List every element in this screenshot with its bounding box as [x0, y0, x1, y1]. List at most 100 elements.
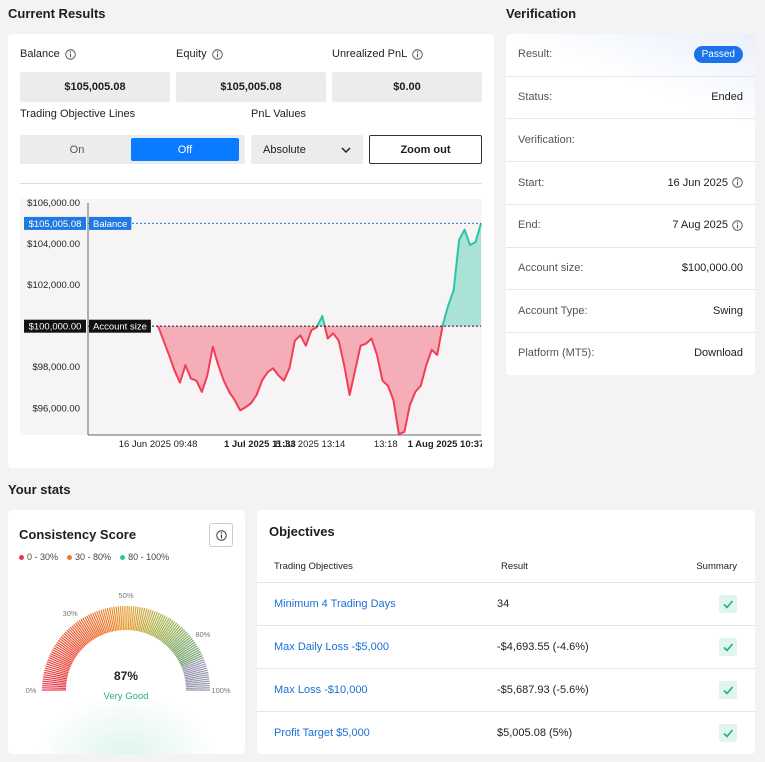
row-value-text: $100,000.00 [681, 262, 743, 274]
gauge-segment [183, 665, 207, 674]
info-icon [215, 529, 227, 541]
x-tick-label: 1 Jul 2025 11:33 [224, 439, 296, 450]
info-ring [65, 48, 76, 60]
verification-row: Account Type: Swing [506, 289, 755, 331]
objective-name[interactable]: Minimum 4 Trading Days [274, 598, 396, 610]
gauge-segment [156, 617, 170, 639]
info-icon [412, 48, 423, 60]
gauge-segment [173, 638, 193, 654]
gauge-segment [185, 676, 210, 682]
objective-name[interactable]: Max Loss -$10,000 [274, 684, 368, 696]
row-value: Ended [711, 91, 743, 103]
select[interactable]: Absolute [251, 135, 363, 164]
info-button[interactable] [209, 523, 233, 547]
gauge-segment [62, 634, 82, 652]
gauge-segment [45, 663, 70, 672]
legend-item: 80 - 100% [120, 552, 169, 562]
metric-label: Equity [176, 48, 223, 60]
column-header: Result [501, 561, 528, 572]
select-value: Absolute [263, 143, 306, 156]
row-value-text: Download [694, 347, 743, 360]
current-results-card: Trading Objective Lines PnL Values On Off… [8, 34, 494, 468]
row-value-text: Ended [711, 91, 743, 104]
zoom-button[interactable]: Zoom out [369, 135, 482, 164]
gauge-segment [152, 614, 164, 637]
y-tick-label: $102,000.00 [27, 280, 80, 291]
row-label: Account Type: [518, 304, 588, 317]
gauge-segment [162, 623, 179, 644]
gauge-segment [47, 659, 71, 669]
gauge-segment [159, 620, 174, 641]
gauge-segment [60, 636, 80, 653]
gauge-segment [48, 657, 71, 668]
y-tick-label: $98,000.00 [32, 362, 80, 373]
gauge-segment [179, 653, 202, 665]
row-value-text: 7 Aug 2025 [672, 219, 728, 232]
gauge-segment [130, 606, 135, 631]
gauge-segment [184, 671, 209, 679]
check-icon [719, 681, 737, 699]
gauge-segment [113, 606, 118, 631]
row-label: Status: [518, 91, 553, 104]
gauge-segment [51, 651, 73, 664]
info-dot [736, 179, 739, 181]
gauge-segment [173, 639, 195, 655]
row-value: 7 Aug 2025 [672, 219, 743, 231]
gauge-segment [185, 678, 210, 683]
reference-value-box [24, 319, 86, 333]
gauge-segment [169, 632, 189, 651]
label: PnL Values [251, 108, 307, 120]
status-badge: Passed [693, 45, 743, 63]
objective-name[interactable]: Profit Target $5,000 [274, 727, 370, 739]
gauge-segment [56, 641, 78, 657]
objective-name[interactable]: Max Daily Loss -$5,000 [274, 641, 389, 653]
gauge-segment [170, 634, 190, 652]
chevron [341, 146, 351, 153]
gauge-segment [52, 649, 74, 662]
gauge-segment [80, 618, 95, 640]
objective-result: -$4,693.55 (-4.6%) [497, 641, 589, 653]
metric-label-text: Equity [176, 48, 207, 60]
row-value: $100,000.00 [682, 262, 743, 274]
metric-label: Balance [20, 48, 76, 60]
gauge-segment [160, 621, 176, 642]
gauge-segment [108, 607, 115, 632]
gauge-segment [172, 636, 192, 653]
legend-dot [120, 554, 126, 560]
reference-value-box [24, 216, 86, 230]
row-value: Download [694, 347, 743, 359]
gauge-segment [182, 663, 207, 672]
toggle[interactable]: On Off [20, 135, 245, 164]
check-bg [719, 638, 737, 656]
gauge-segment [153, 615, 166, 638]
metric-label: Unrealized PnL [332, 48, 423, 60]
objective-result: 34 [497, 598, 510, 610]
gauge-tick-label: 50% [118, 591, 133, 600]
gauge-segment [167, 629, 186, 648]
gauge-segment [46, 661, 70, 671]
toggle-option[interactable]: On [69, 143, 85, 156]
gauge-segment [84, 616, 97, 639]
gauge-segment [155, 616, 168, 639]
row-value-text: 16 Jun 2025 [667, 176, 728, 189]
gauge-segment [165, 626, 183, 646]
toggle-option[interactable]: Off [131, 138, 239, 161]
gauge-segment [66, 629, 85, 648]
gauge-segment [181, 657, 204, 668]
gauge-segment [184, 673, 209, 680]
gauge-segment [106, 607, 114, 632]
gauge-tick-label: 0% [26, 686, 37, 695]
gauge-segment [82, 617, 96, 639]
gauge-segment [71, 625, 88, 645]
gauge-segment [42, 684, 67, 688]
objective-result: $5,005.08 (5%) [497, 727, 573, 739]
verification-row: End: 7 Aug 2025 [506, 203, 755, 246]
row-label: Account size: [518, 262, 584, 274]
gauge-segment [132, 606, 137, 631]
objective-row: Max Loss -$10,000 -$5,687.93 (-5.6%) [257, 668, 755, 712]
row-value-text: Swing [713, 304, 743, 317]
gauge-segment [146, 611, 156, 634]
gauge-segment [149, 612, 160, 636]
gauge-segment [53, 647, 75, 661]
section-title: Current Results [8, 6, 106, 21]
